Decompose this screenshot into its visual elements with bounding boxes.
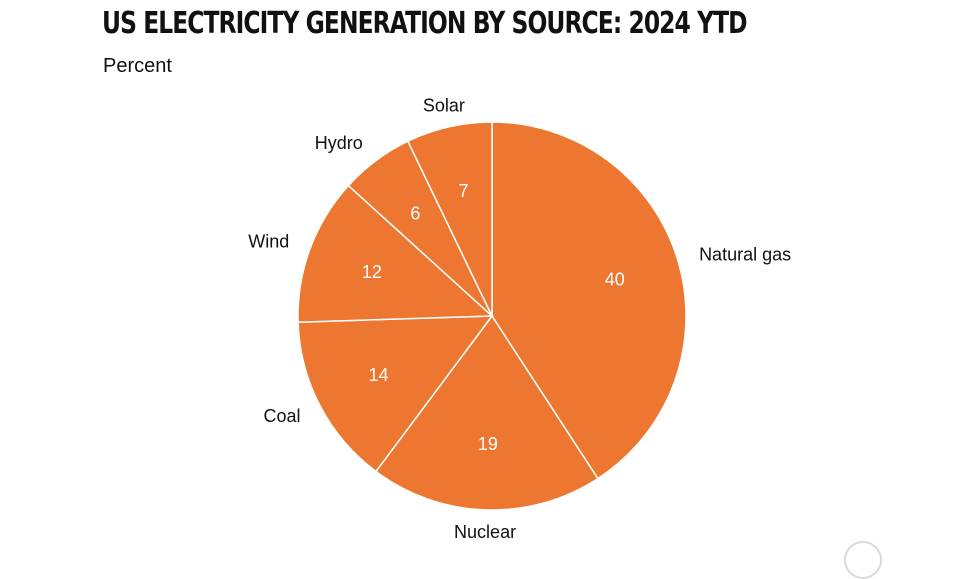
value-label-solar: 7	[459, 181, 469, 201]
value-label-wind: 12	[362, 262, 382, 282]
value-label-nuclear: 19	[478, 434, 498, 454]
value-label-coal: 14	[368, 365, 388, 385]
category-label-hydro: Hydro	[315, 133, 363, 153]
category-label-wind: Wind	[248, 231, 289, 251]
pie-slice-nuclear	[374, 314, 599, 511]
corner-badge	[844, 541, 882, 579]
category-label-solar: Solar	[423, 95, 465, 115]
value-label-natural-gas: 40	[605, 270, 625, 290]
value-label-hydro: 6	[410, 203, 420, 223]
pie-slice-coal	[297, 315, 494, 473]
category-label-nuclear: Nuclear	[454, 522, 516, 542]
pie-slice-wind	[297, 184, 494, 323]
pie-slice-solar	[406, 121, 493, 317]
pie-slices	[297, 121, 687, 511]
pie-chart: 40 19 14 12 6 7 Natural gas Nuclear Coal Wind Hyd…	[248, 95, 791, 541]
pie-category-labels: Natural gas Nuclear Coal Wind Hydro Solar	[248, 95, 791, 541]
pie-value-labels: 40 19 14 12 6 7	[362, 181, 625, 454]
category-label-natural-gas: Natural gas	[699, 245, 791, 265]
chart-title: US ELECTRICITY GENERATION BY SOURCE: 202…	[102, 6, 748, 41]
chart-subtitle: Percent	[103, 55, 172, 77]
category-label-coal: Coal	[263, 406, 300, 426]
